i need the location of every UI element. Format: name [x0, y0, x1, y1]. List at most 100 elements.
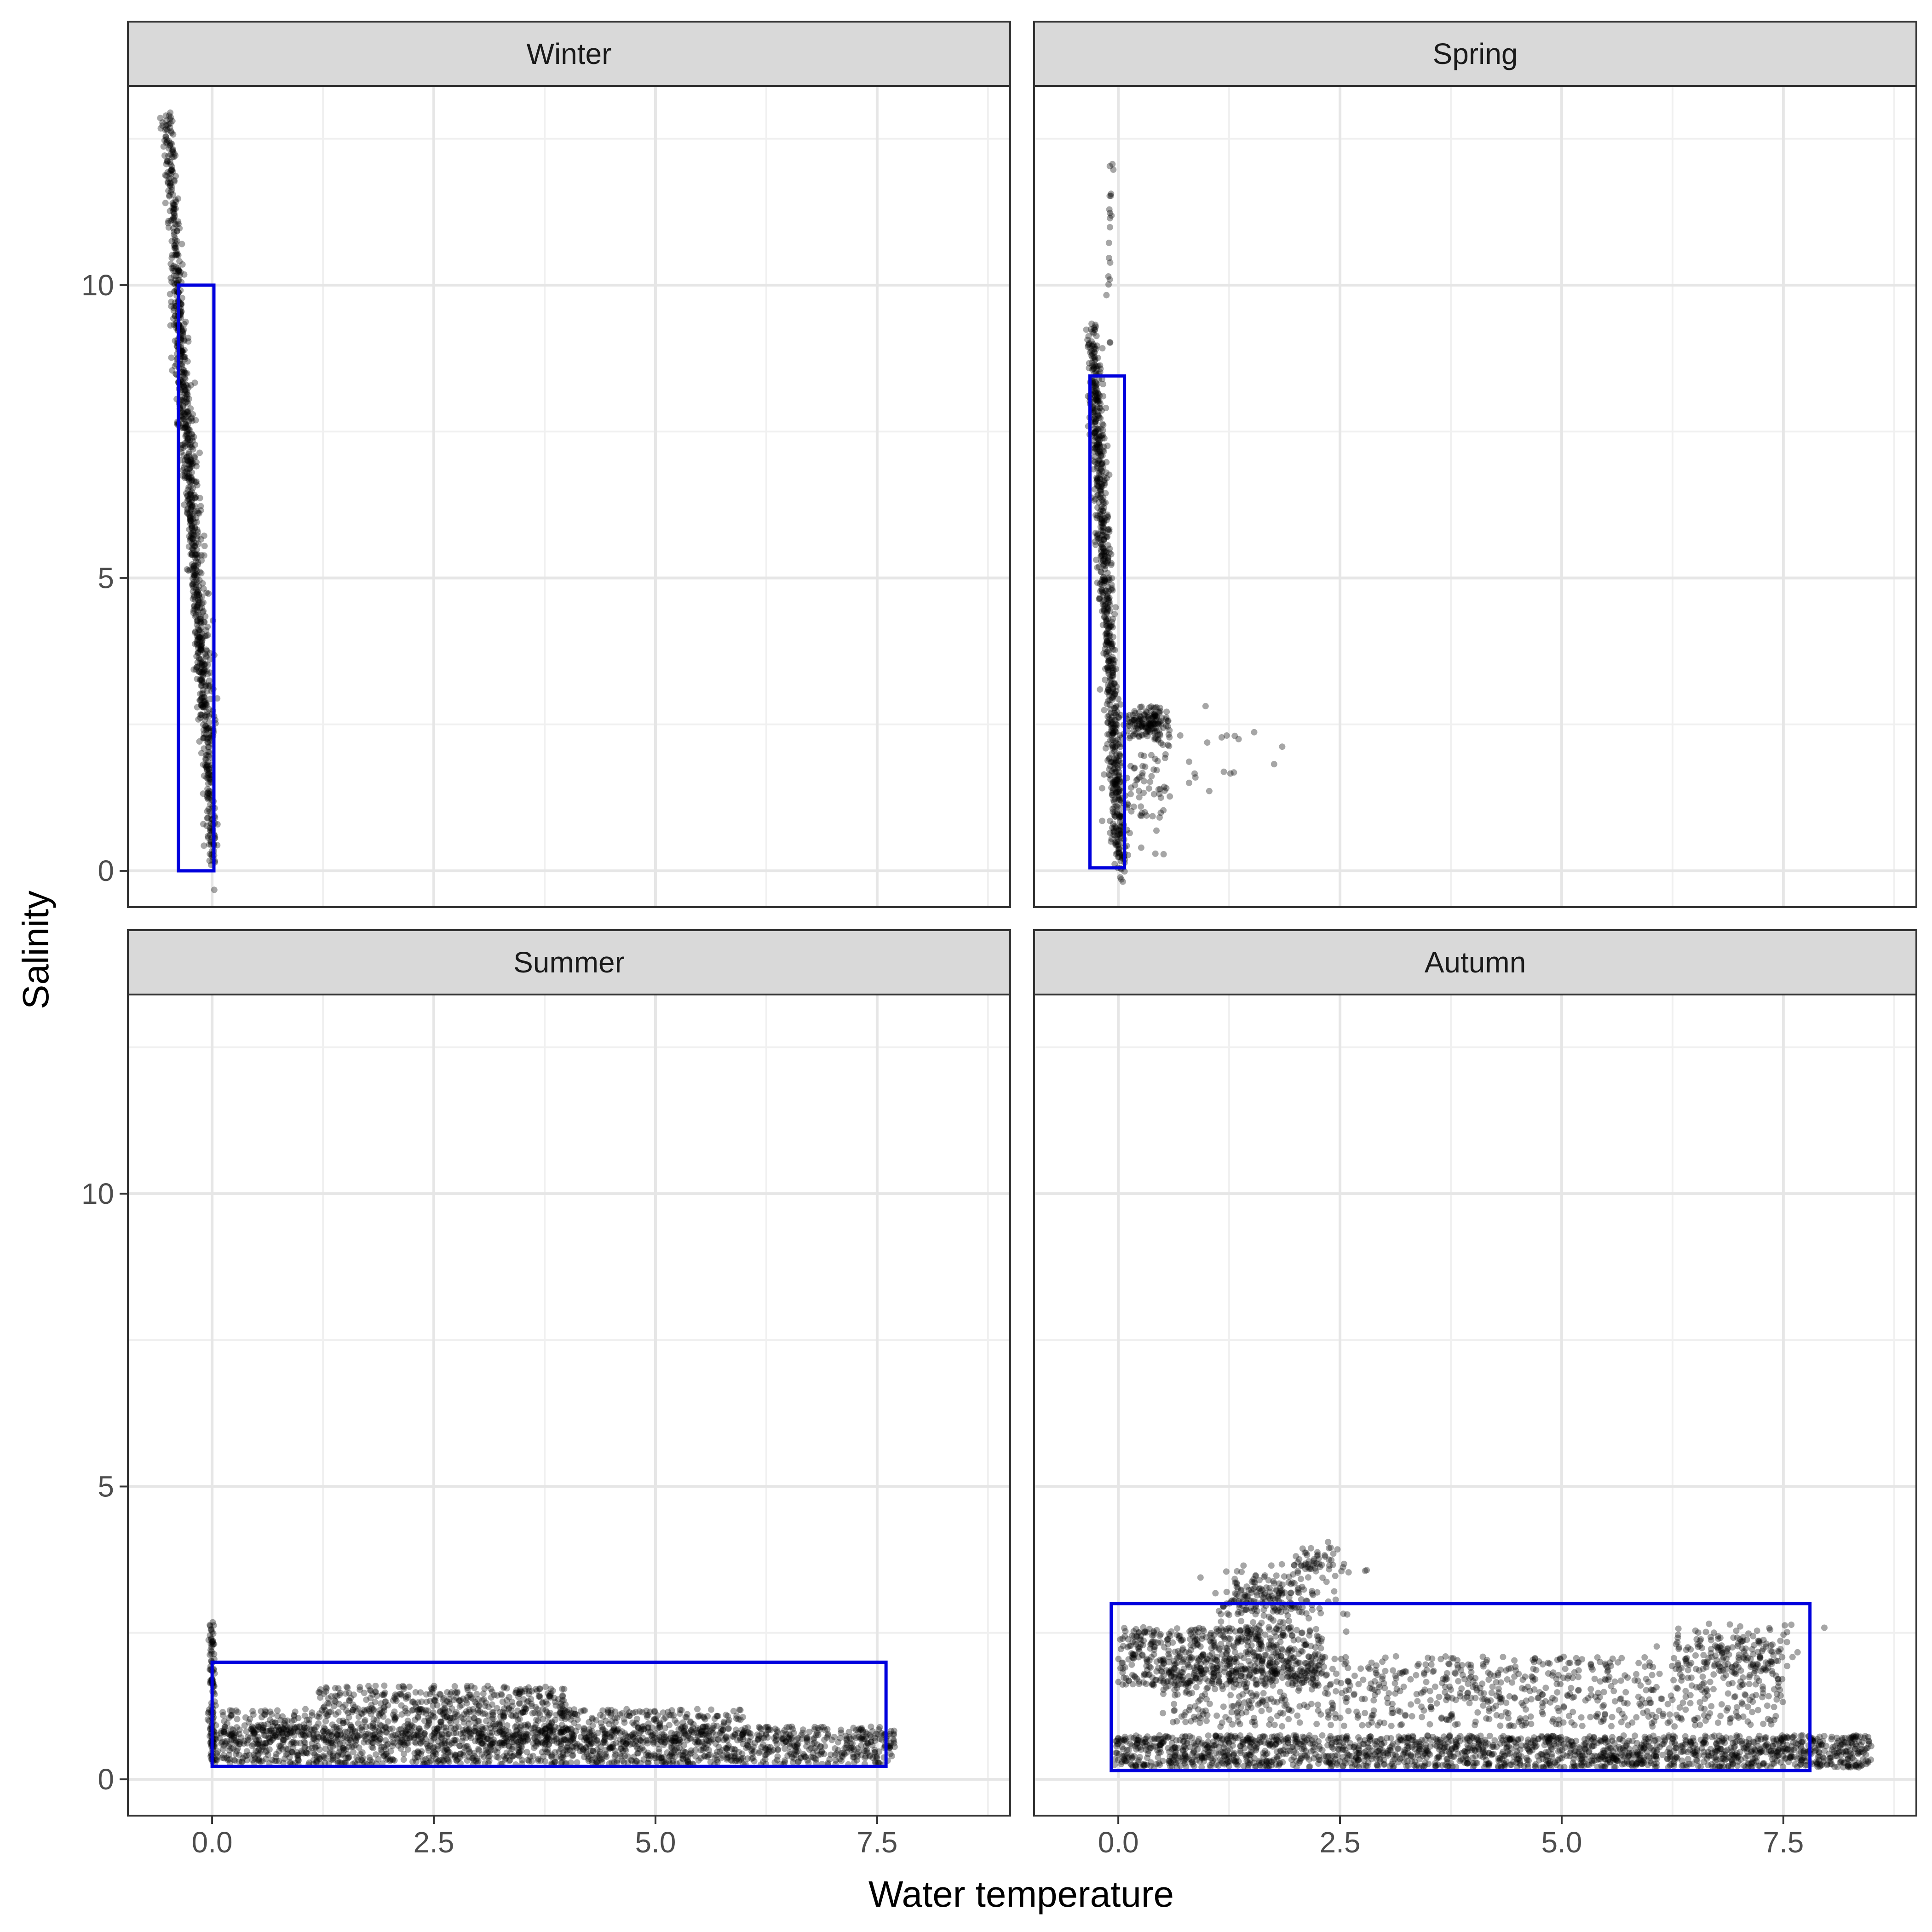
- data-point: [168, 254, 175, 261]
- data-point: [178, 327, 185, 334]
- data-point: [196, 634, 203, 641]
- data-point: [1231, 732, 1238, 739]
- data-point: [612, 1751, 619, 1758]
- data-point: [201, 734, 207, 741]
- data-point: [510, 1744, 517, 1751]
- data-point: [165, 218, 172, 224]
- data-point: [172, 172, 179, 179]
- data-point: [1108, 640, 1115, 647]
- data-point: [167, 114, 174, 121]
- data-point: [206, 775, 213, 782]
- data-point: [190, 563, 197, 570]
- data-point: [185, 473, 192, 480]
- data-point: [195, 596, 201, 603]
- data-point: [606, 1720, 613, 1727]
- data-point: [170, 263, 177, 270]
- data-point: [197, 696, 204, 703]
- data-point: [318, 1707, 325, 1714]
- data-point: [180, 452, 187, 459]
- data-point: [1104, 653, 1110, 660]
- data-point: [192, 628, 199, 635]
- data-point: [170, 204, 177, 211]
- data-point: [1223, 732, 1230, 739]
- data-point: [1099, 551, 1106, 558]
- data-point: [323, 1728, 330, 1735]
- data-point: [1111, 765, 1118, 772]
- data-point: [190, 547, 197, 553]
- data-point: [1099, 601, 1106, 608]
- data-point: [168, 299, 175, 305]
- data-point: [179, 442, 186, 448]
- data-point: [739, 1731, 746, 1738]
- data-point: [162, 200, 169, 207]
- data-point: [167, 207, 173, 214]
- data-point: [344, 1685, 351, 1691]
- data-point: [184, 391, 191, 398]
- data-point: [181, 425, 188, 431]
- data-point: [167, 159, 173, 166]
- data-point: [168, 238, 175, 245]
- data-point: [1138, 723, 1145, 730]
- data-point: [206, 791, 212, 798]
- data-point: [184, 422, 191, 429]
- data-point: [540, 1706, 546, 1713]
- data-point: [201, 712, 208, 719]
- data-point: [191, 572, 198, 579]
- data-point: [600, 1713, 606, 1720]
- data-point: [192, 629, 199, 636]
- data-point: [184, 435, 191, 442]
- data-point: [516, 1690, 523, 1697]
- data-point: [199, 630, 206, 637]
- data-point: [188, 488, 195, 495]
- data-point: [174, 227, 180, 234]
- data-point: [164, 122, 171, 129]
- data-point: [542, 1684, 549, 1690]
- data-point: [186, 533, 193, 540]
- data-point: [167, 175, 174, 182]
- data-point: [198, 552, 205, 558]
- data-point: [253, 1727, 260, 1734]
- data-point: [185, 470, 192, 477]
- data-point: [189, 525, 195, 532]
- data-point: [1127, 763, 1134, 770]
- data-point: [1138, 703, 1145, 710]
- data-point: [441, 1705, 448, 1712]
- data-point: [207, 650, 213, 657]
- data-point: [195, 668, 202, 675]
- data-point: [180, 444, 187, 451]
- data-point: [170, 216, 177, 223]
- data-point: [196, 655, 202, 661]
- data-point: [536, 1692, 543, 1699]
- data-point: [164, 158, 171, 165]
- data-point: [180, 415, 187, 422]
- data-point: [195, 644, 201, 651]
- data-point: [196, 634, 203, 641]
- data-point: [484, 1682, 491, 1689]
- data-point: [200, 821, 207, 828]
- data-point: [560, 1754, 567, 1761]
- data-point: [729, 1733, 736, 1740]
- data-point: [415, 1714, 421, 1721]
- data-point: [1127, 791, 1134, 798]
- data-point: [497, 1739, 504, 1746]
- winter-strip: [127, 21, 1011, 87]
- data-point: [425, 1747, 432, 1754]
- data-point: [184, 441, 191, 448]
- data-point: [187, 506, 194, 513]
- data-point: [186, 501, 193, 508]
- data-point: [526, 1758, 533, 1765]
- data-point: [164, 169, 171, 176]
- data-point: [184, 505, 191, 512]
- data-point: [207, 734, 213, 741]
- data-point: [1148, 773, 1155, 780]
- data-point: [1091, 363, 1097, 370]
- data-point: [1111, 727, 1118, 734]
- data-point: [182, 375, 189, 382]
- data-point: [194, 526, 201, 533]
- data-point: [203, 764, 210, 771]
- data-point: [200, 658, 207, 665]
- data-point: [1107, 817, 1113, 824]
- data-point: [181, 336, 188, 343]
- data-point: [188, 518, 195, 525]
- data-point: [1098, 506, 1105, 513]
